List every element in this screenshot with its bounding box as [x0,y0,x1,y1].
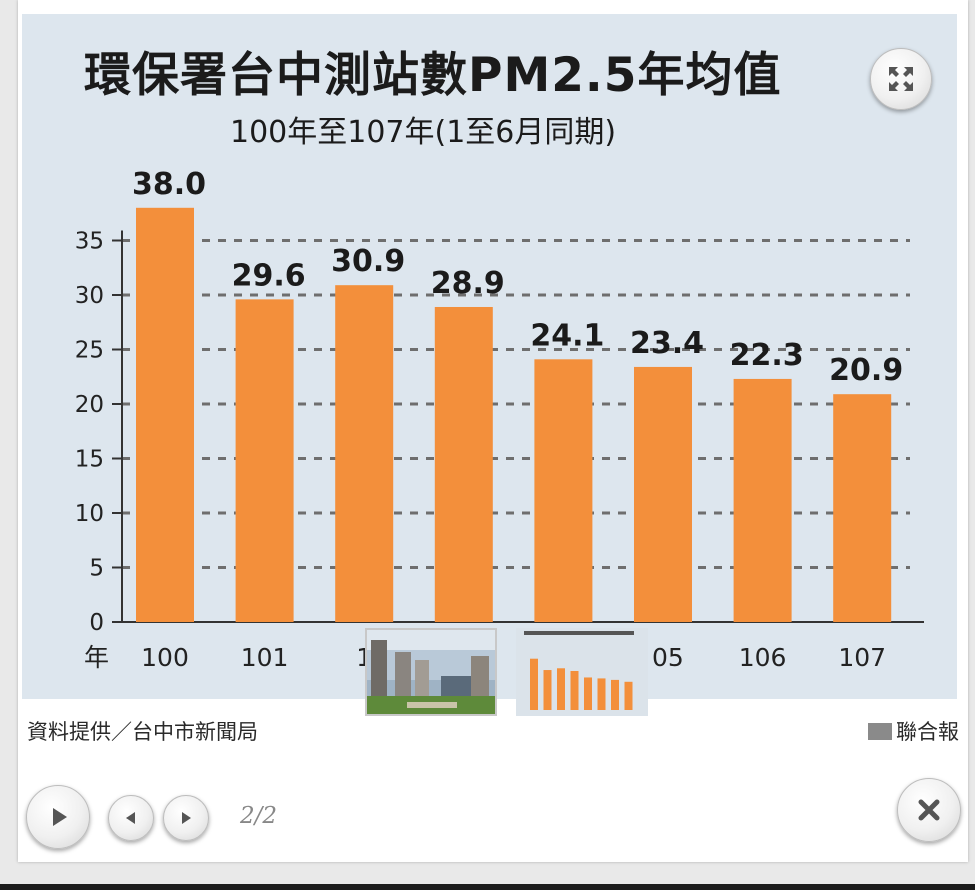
bar-value-label: 20.9 [829,353,903,388]
mini-bar [611,679,619,710]
bar [235,299,294,622]
mini-bar [597,678,606,710]
bar [833,394,892,622]
bar [434,306,493,622]
bar [634,366,692,622]
mini-bar [570,670,579,710]
thumbnail-chart[interactable] [516,628,648,716]
publisher-name: 聯合報 [896,720,959,744]
building-photo-icon [367,630,495,714]
bar-value-label: 28.9 [431,266,505,301]
bar-value-label: 30.9 [331,244,405,279]
bar [733,378,792,622]
previous-button[interactable] [108,795,154,841]
bar-value-label: 23.4 [630,326,704,361]
fullscreen-button[interactable] [870,48,932,110]
y-tick-label: 25 [75,338,104,364]
mini-title-line [524,631,634,635]
play-icon [53,808,67,826]
next-arrow-icon [182,812,191,824]
mini-bar [624,681,633,710]
x-tick-label: 05 [652,643,684,672]
next-button[interactable] [163,795,209,841]
bar-value-label: 22.3 [730,338,804,373]
bar [335,285,394,622]
y-tick-label: 15 [75,447,104,473]
chart-title: 環保署台中測站數PM2.5年均值 [84,48,782,103]
bottom-edge-bar [0,884,975,890]
y-tick-label: 30 [75,283,104,309]
source-credit: 資料提供／台中市新聞局 [27,720,258,744]
bar-value-label: 24.1 [530,318,604,353]
chart-image: 05101520253035年38.010029.610130.91028.92… [22,14,957,699]
publisher-square-icon [868,722,892,740]
y-tick-label: 20 [75,392,104,418]
mini-bar [543,670,552,710]
play-button[interactable] [26,785,90,849]
bar-chart: 05101520253035年38.010029.610130.91028.92… [75,167,924,672]
close-button[interactable] [897,778,961,842]
y-tick-label: 35 [75,229,104,255]
close-icon [918,799,940,821]
bar [136,207,194,623]
y-tick-label: 10 [75,501,104,527]
mini-bar-chart-icon [524,631,634,710]
bar-value-label: 38.0 [132,167,206,202]
page-indicator: 2/2 [240,803,278,829]
bar [534,359,593,622]
x-tick-label: 100 [141,643,189,672]
thumbnail-photo[interactable] [365,628,497,716]
x-tick-label: 101 [241,643,289,672]
mini-bar [530,658,538,710]
x-tick-label: 106 [739,643,787,672]
y-tick-label: 5 [89,556,104,582]
publisher-credit: 聯合報 [868,716,959,746]
mini-bar [557,668,565,710]
y-tick-label: 0 [89,610,104,636]
fullscreen-icon [889,67,913,91]
x-axis-unit-label: 年 [84,643,109,672]
mini-bar [584,677,592,710]
chart-subtitle: 100年至107年(1至6月同期) [230,115,617,150]
prev-arrow-icon [126,812,135,824]
x-tick-label: 107 [838,643,886,672]
bar-value-label: 29.6 [232,258,306,293]
